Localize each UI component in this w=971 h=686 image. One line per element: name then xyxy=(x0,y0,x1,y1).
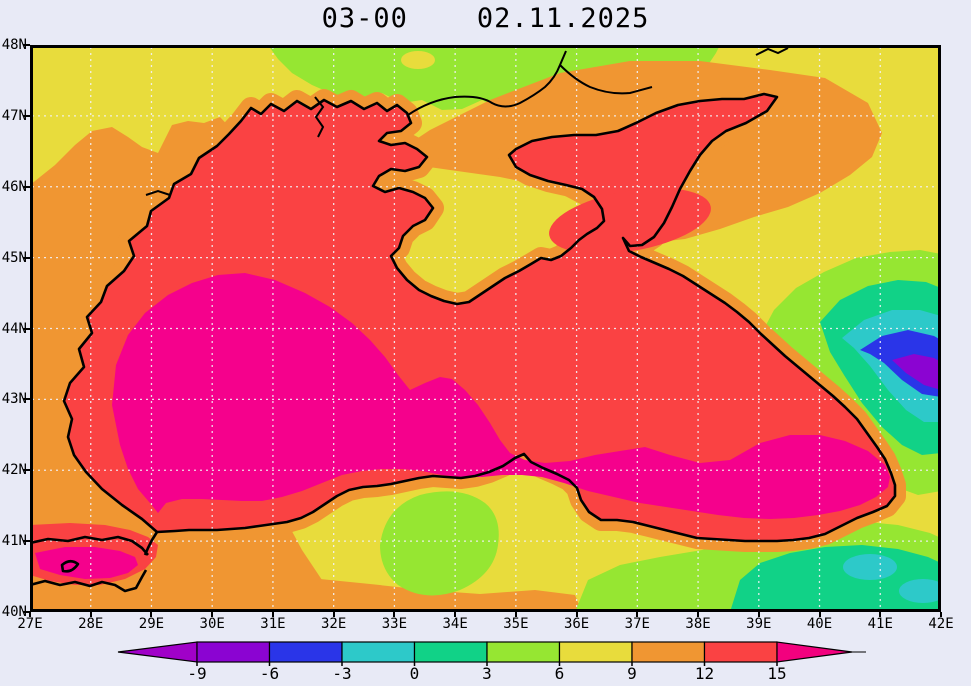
lat-tick xyxy=(23,256,30,259)
region-south-strip-9-12 xyxy=(280,579,582,612)
lon-tick xyxy=(879,612,882,617)
colorbar-segment-4 xyxy=(486,641,561,663)
region-north-cool-band-3-6 xyxy=(268,45,720,117)
map-plot xyxy=(30,45,941,612)
lat-label-43N: 43N xyxy=(1,391,27,408)
lat-label-44N: 44N xyxy=(1,320,27,337)
lon-label-33E: 33E xyxy=(381,616,408,632)
lon-tick xyxy=(940,612,942,617)
coastlines xyxy=(30,92,897,593)
lon-tick xyxy=(29,612,31,617)
lat-tick xyxy=(23,398,30,401)
sea-core-above-15 xyxy=(112,273,890,519)
colorbar-segment-6 xyxy=(631,641,706,663)
lon-tick xyxy=(636,612,639,617)
region-azov-warm-patch-12-15 xyxy=(549,188,711,254)
lat-label-42N: 42N xyxy=(1,462,27,479)
colorbar-label-3: 3 xyxy=(482,664,492,683)
lon-label-38E: 38E xyxy=(685,616,711,632)
plot-border xyxy=(30,45,941,612)
lon-tick xyxy=(393,612,396,617)
black-sea-coastline xyxy=(62,92,897,543)
colorbar-label-12: 12 xyxy=(695,664,714,683)
lon-label-37E: 37E xyxy=(624,616,650,632)
lon-label-41E: 41E xyxy=(867,616,893,632)
lat-label-45N: 45N xyxy=(1,249,27,266)
marmara-north-coastline xyxy=(30,535,149,556)
lon-label-39E: 39E xyxy=(746,616,772,632)
lat-label-47N: 47N xyxy=(1,107,27,124)
lon-tick xyxy=(454,612,457,617)
lat-tick xyxy=(23,44,30,46)
colorbar-segment-1 xyxy=(268,641,343,663)
lon-label-28E: 28E xyxy=(78,616,104,632)
dnieper-river xyxy=(407,50,653,116)
colorbar-segment-0 xyxy=(196,641,271,663)
river-lines xyxy=(145,47,789,196)
lon-tick xyxy=(150,612,153,617)
lon-tick xyxy=(514,612,517,617)
lon-tick xyxy=(757,612,760,617)
lon-label-42E: 42E xyxy=(928,616,954,632)
lat-label-41N: 41N xyxy=(1,533,27,550)
lon-tick xyxy=(818,612,821,617)
colorbar-right-arrow xyxy=(776,641,853,663)
colorbar-segment-3 xyxy=(413,641,488,663)
lat-tick xyxy=(23,540,30,543)
lat-tick xyxy=(23,327,30,330)
lon-label-29E: 29E xyxy=(138,616,165,632)
lat-tick xyxy=(23,469,30,472)
colorbar-label-0: 0 xyxy=(410,664,420,683)
colorbar-left-arrow xyxy=(117,641,198,663)
lon-label-31E: 31E xyxy=(260,616,286,632)
lat-label-46N: 46N xyxy=(1,178,27,195)
lon-label-32E: 32E xyxy=(321,616,347,632)
colorbar-label--6: -6 xyxy=(260,664,279,683)
danube-river xyxy=(145,189,171,196)
lon-label-35E: 35E xyxy=(503,616,529,632)
lon-tick xyxy=(697,612,700,617)
lat-tick xyxy=(23,185,30,188)
colorbar-label-6: 6 xyxy=(555,664,565,683)
lon-tick xyxy=(271,612,274,617)
colorbar: -9 -6 -3 0 3 6 9 12 15 xyxy=(117,641,866,683)
region-anatolia-patch-3-6 xyxy=(380,491,499,596)
lon-tick xyxy=(332,612,335,617)
region-north-warm-spot-6-9 xyxy=(401,51,435,69)
lon-label-34E: 34E xyxy=(442,616,468,632)
colorbar-segment-7 xyxy=(703,641,778,663)
region-se-cold-spot-minus3-0 xyxy=(843,554,897,580)
iznik-lake-outline xyxy=(60,559,80,573)
region-caucasus-minus9-minus6 xyxy=(892,354,941,390)
lat-label-40N: 40N xyxy=(1,604,27,620)
colorbar-label-9: 9 xyxy=(627,664,637,683)
colorbar-segment-2 xyxy=(341,641,416,663)
lat-label-48N: 48N xyxy=(1,37,27,53)
lon-tick xyxy=(89,612,92,617)
lon-label-36E: 36E xyxy=(563,616,590,632)
lat-tick xyxy=(23,114,30,117)
lon-label-30E: 30E xyxy=(199,616,225,632)
marmara-south-coastline xyxy=(30,569,148,593)
region-se-cold-spot2-minus3-0 xyxy=(899,579,941,603)
region-marmara-above-15 xyxy=(35,547,138,579)
grid-lines xyxy=(32,47,939,610)
lon-tick xyxy=(575,612,578,617)
lon-label-40E: 40E xyxy=(806,616,833,632)
bosphorus-strait-line xyxy=(143,531,159,556)
lon-tick xyxy=(211,612,214,617)
colorbar-label-15: 15 xyxy=(767,664,786,683)
map-title: 03-00 02.11.2025 xyxy=(321,3,650,34)
black-sea-contour-map xyxy=(30,45,941,612)
colorbar-label--3: -3 xyxy=(332,664,351,683)
colorbar-segment-5 xyxy=(558,641,633,663)
don-river xyxy=(755,47,789,56)
lon-label-27E: 27E xyxy=(17,616,43,632)
colorbar-label--9: -9 xyxy=(187,664,206,683)
lat-tick xyxy=(23,611,30,613)
